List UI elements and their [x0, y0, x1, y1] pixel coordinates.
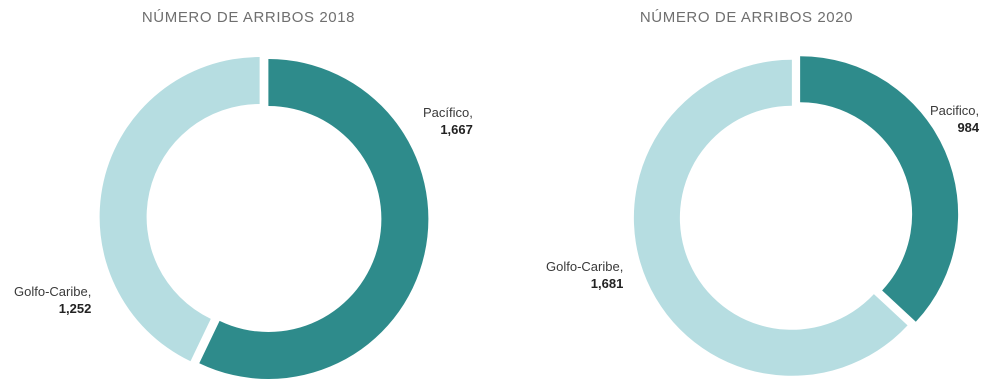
donut-chart — [633, 56, 959, 376]
chart-title: NÚMERO DE ARRIBOS 2020 — [639, 9, 854, 26]
donut-slice-pacifico — [800, 56, 959, 322]
donut-slice-pacifico — [199, 58, 429, 379]
slice-value: 984 — [957, 120, 980, 135]
donut-slice-golfo-caribe — [99, 57, 260, 362]
slice-name: Golfo-Caribe, — [546, 259, 624, 274]
slice-label-golfo-caribe: Golfo-Caribe, 1,681 — [546, 258, 623, 292]
slice-name: Pacífico, — [423, 105, 473, 120]
chart-2020: NÚMERO DE ARRIBOS 2020 Pacifico, 984 Gol… — [498, 0, 995, 381]
slice-label-golfo-caribe: Golfo-Caribe, 1,252 — [14, 283, 91, 317]
slice-name: Pacifico, — [930, 103, 980, 118]
slice-value: 1,681 — [590, 276, 624, 291]
slice-value: 1,252 — [58, 301, 92, 316]
chart-title: NÚMERO DE ARRIBOS 2018 — [141, 9, 356, 26]
slice-label-pacifico: Pacífico, 1,667 — [423, 104, 473, 138]
slice-label-pacifico: Pacifico, 984 — [930, 102, 979, 136]
donut-chart — [99, 57, 429, 379]
donut-slice-golfo-caribe — [633, 59, 908, 376]
slice-name: Golfo-Caribe, — [14, 284, 92, 299]
chart-2018: NÚMERO DE ARRIBOS 2018 Pacífico, 1,667 G… — [0, 0, 497, 381]
slice-value: 1,667 — [440, 122, 473, 137]
